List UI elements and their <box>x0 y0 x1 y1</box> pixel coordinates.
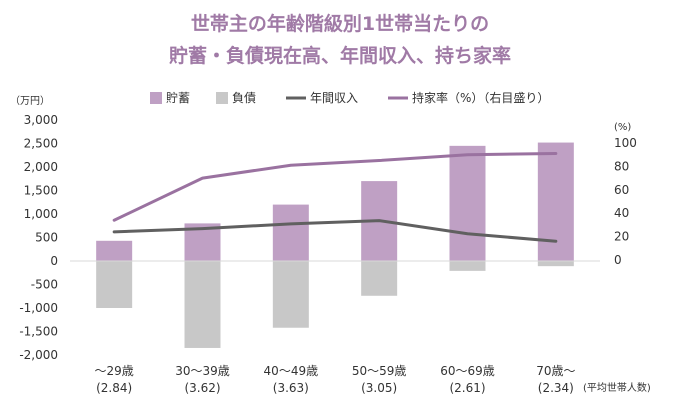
y2-tick-label: 40 <box>614 206 629 220</box>
y2-axis-ticks: 0 20 40 60 80 100 <box>614 136 637 267</box>
y2-tick-label: 60 <box>614 183 629 197</box>
annual-income-line <box>112 219 558 243</box>
bars <box>96 142 574 348</box>
bar-debt <box>449 261 486 271</box>
category-label: 30～39歳 <box>175 364 230 378</box>
category-labels: ～29歳 (2.84) 30～39歳 (3.62) 40～49歳 (3.63) 50～59歳… <box>95 364 576 395</box>
bar-debt <box>361 261 398 296</box>
y-axis-ticks: -2,000 -1,500 -1,000 -500 0 500 1,000 1,500 2,00… <box>19 113 58 362</box>
household-size-label: (平均世帯人数) <box>583 381 651 394</box>
legend-label: 持家率（%）（右目盛り） <box>412 90 549 105</box>
bar-debt <box>272 261 309 328</box>
legend: 貯蓄 負債 年間収入 持家率（%）（右目盛り） <box>150 90 549 105</box>
y-tick-label: 1,000 <box>24 207 58 221</box>
y-tick-label: -1,500 <box>19 325 58 339</box>
y2-axis-unit: (%) <box>614 122 631 133</box>
y-tick-label: -2,000 <box>19 348 58 362</box>
homeownership-line <box>112 152 558 222</box>
bar-savings <box>449 145 486 261</box>
household-size-value: (3.63) <box>273 381 309 395</box>
category-label: 40～49歳 <box>264 364 319 378</box>
y-axis-unit: （万円） <box>10 95 50 107</box>
legend-label: 年間収入 <box>310 91 358 105</box>
legend-label: 負債 <box>232 90 256 105</box>
bar-debt <box>96 261 133 308</box>
y-tick-label: 3,000 <box>24 113 58 127</box>
y-tick-label: 2,000 <box>24 160 58 174</box>
category-label: 60～69歳 <box>440 364 495 378</box>
y-tick-label: -1,000 <box>19 301 58 315</box>
household-size-value: (2.61) <box>449 381 485 395</box>
household-size-value: (2.84) <box>96 381 132 395</box>
y-tick-label: 1,500 <box>24 184 58 198</box>
category-label: ～29歳 <box>95 364 134 378</box>
bar-debt <box>184 261 221 348</box>
legend-label: 貯蓄 <box>166 91 190 105</box>
y-tick-label: -500 <box>31 278 58 292</box>
y2-tick-label: 80 <box>614 159 629 173</box>
household-size-value: (3.62) <box>184 381 220 395</box>
y-tick-label: 2,500 <box>24 137 58 151</box>
bar-savings <box>272 204 309 261</box>
household-size-value: (3.05) <box>361 381 397 395</box>
y2-tick-label: 100 <box>614 136 637 150</box>
chart-title-line-2: 貯蓄・負債現在高、年間収入、持ち家率 <box>169 44 511 67</box>
legend-swatch <box>216 92 228 104</box>
category-label: 50～59歳 <box>352 364 407 378</box>
category-label: 70歳～ <box>536 364 575 378</box>
bar-savings <box>96 240 133 261</box>
y-tick-label: 500 <box>35 231 58 245</box>
bar-savings <box>537 142 574 261</box>
household-size-value: (2.34) <box>538 381 574 395</box>
y-tick-label: 0 <box>50 254 58 268</box>
y2-tick-label: 20 <box>614 230 629 244</box>
y2-tick-label: 0 <box>614 253 622 267</box>
legend-swatch <box>150 92 162 104</box>
lines <box>112 152 558 243</box>
chart-title-line-1: 世帯主の年齢階級別1世帯当たりの <box>191 12 489 35</box>
bar-debt <box>537 261 574 267</box>
